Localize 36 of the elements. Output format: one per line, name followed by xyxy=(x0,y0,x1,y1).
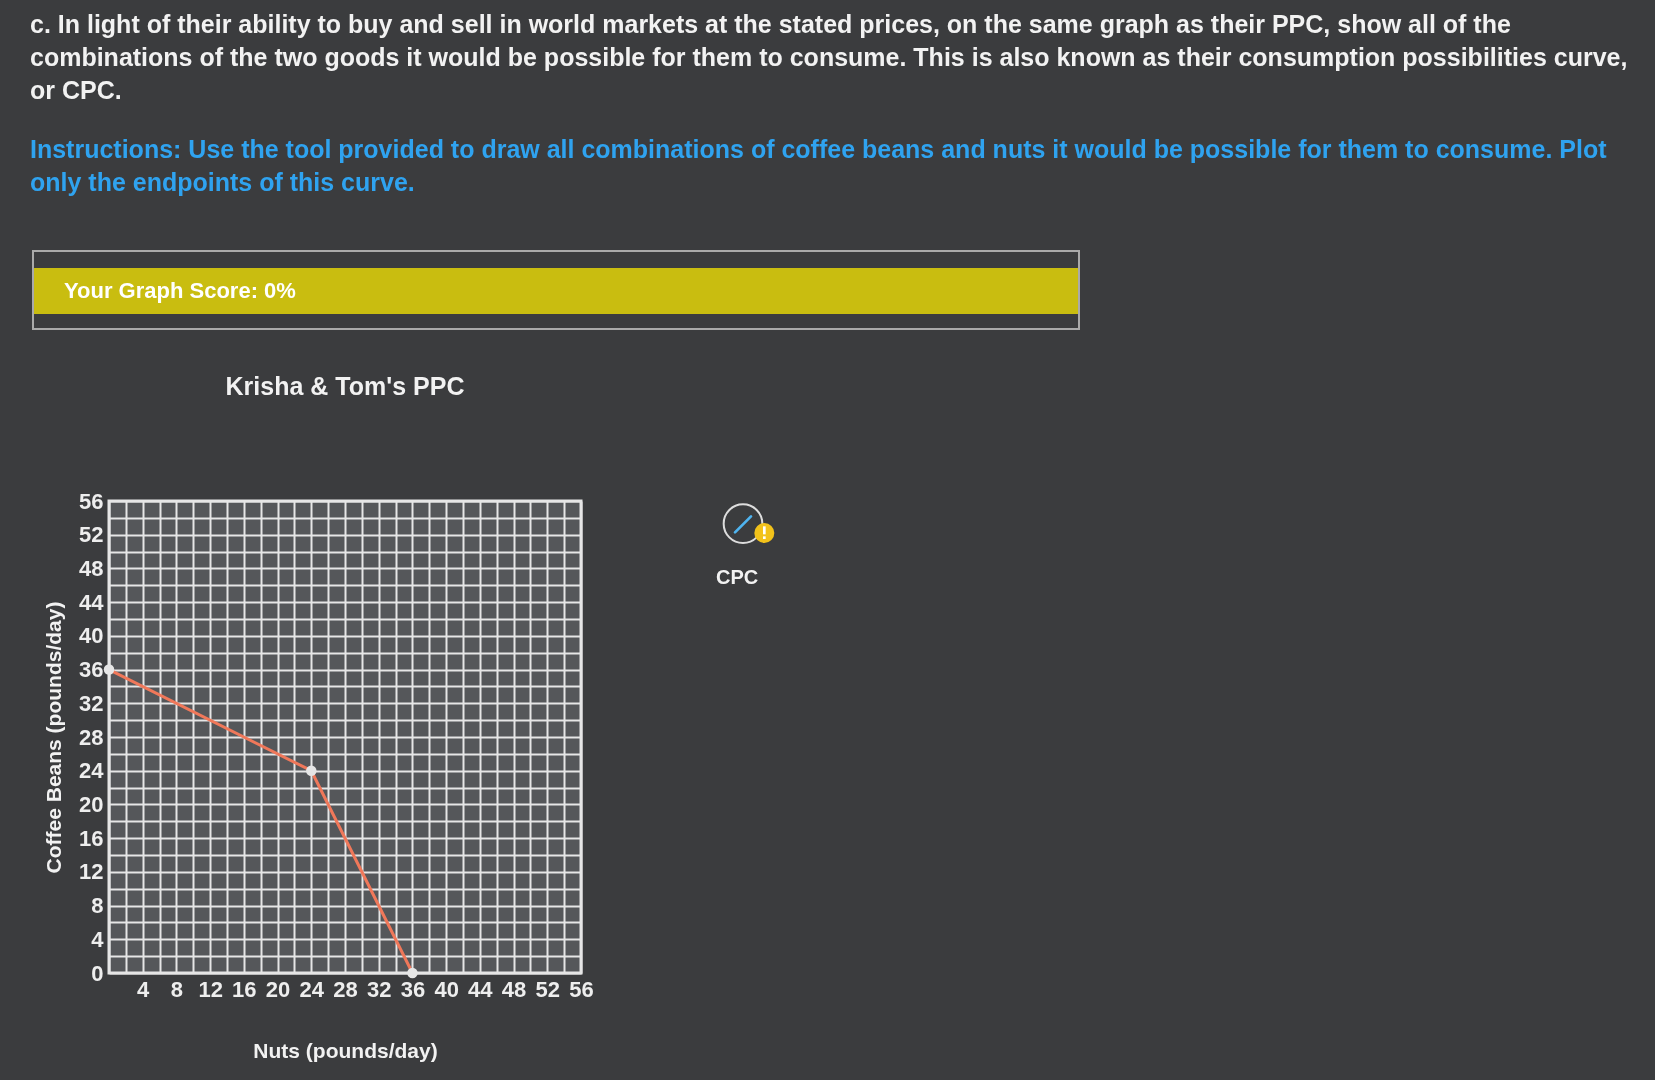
x-tick-label: 28 xyxy=(333,976,358,1002)
y-tick-label: 32 xyxy=(79,690,104,716)
text: CPC xyxy=(716,566,759,589)
x-tick-label: 44 xyxy=(468,976,494,1002)
y-tick-label: 56 xyxy=(79,488,104,514)
x-tick-label: 12 xyxy=(198,976,223,1002)
y-tick-label: 4 xyxy=(91,926,105,952)
y-axis-title: Coffee Beans (pounds/day) xyxy=(42,601,66,874)
y-tick-label: 28 xyxy=(79,724,104,750)
x-tick-label: 24 xyxy=(299,976,325,1002)
x-tick-label: 56 xyxy=(569,976,594,1002)
x-axis-title: Nuts (pounds/day) xyxy=(253,1038,438,1062)
x-tick-label: 4 xyxy=(137,976,151,1002)
chart-title: Krisha & Tom's PPC xyxy=(225,372,465,400)
y-tick-label: 0 xyxy=(91,960,104,986)
y-tick-label: 40 xyxy=(79,623,104,649)
x-tick-label: 52 xyxy=(535,976,561,1002)
y-tick-label: 52 xyxy=(79,522,104,548)
y-tick-label: 44 xyxy=(79,589,105,615)
y-tick-label: 36 xyxy=(79,657,104,683)
x-tick-label: 40 xyxy=(434,976,459,1002)
text: Instructions: Use the tool provided to draw all combinations of coffee beans and nuts it would be possible for them to consume. Plot only the endpoints of this curve. xyxy=(30,134,1608,198)
y-tick-label: 48 xyxy=(79,555,104,581)
x-tick-label: 32 xyxy=(366,976,392,1002)
x-tick-label: 16 xyxy=(232,976,257,1002)
y-tick-label: 12 xyxy=(79,859,104,885)
x-tick-label: 20 xyxy=(265,976,291,1002)
y-tick-label: 16 xyxy=(79,825,104,851)
y-tick-label: 20 xyxy=(79,791,104,817)
y-tick-label: 24 xyxy=(79,758,105,784)
text: c. In light of their ability to buy and sell in world markets at the stated prices, on the same graph as their PPC, show all of the combinations of the two goods it would be possible for them to consume. This is also known as their consumption possibilities curve, or CPC. xyxy=(30,9,1629,106)
x-tick-label: 48 xyxy=(501,976,527,1002)
x-tick-label: 8 xyxy=(170,976,184,1002)
y-tick-label: 8 xyxy=(91,893,104,919)
x-tick-label: 36 xyxy=(400,976,426,1002)
text: Your Graph Score: 0% xyxy=(64,278,296,304)
